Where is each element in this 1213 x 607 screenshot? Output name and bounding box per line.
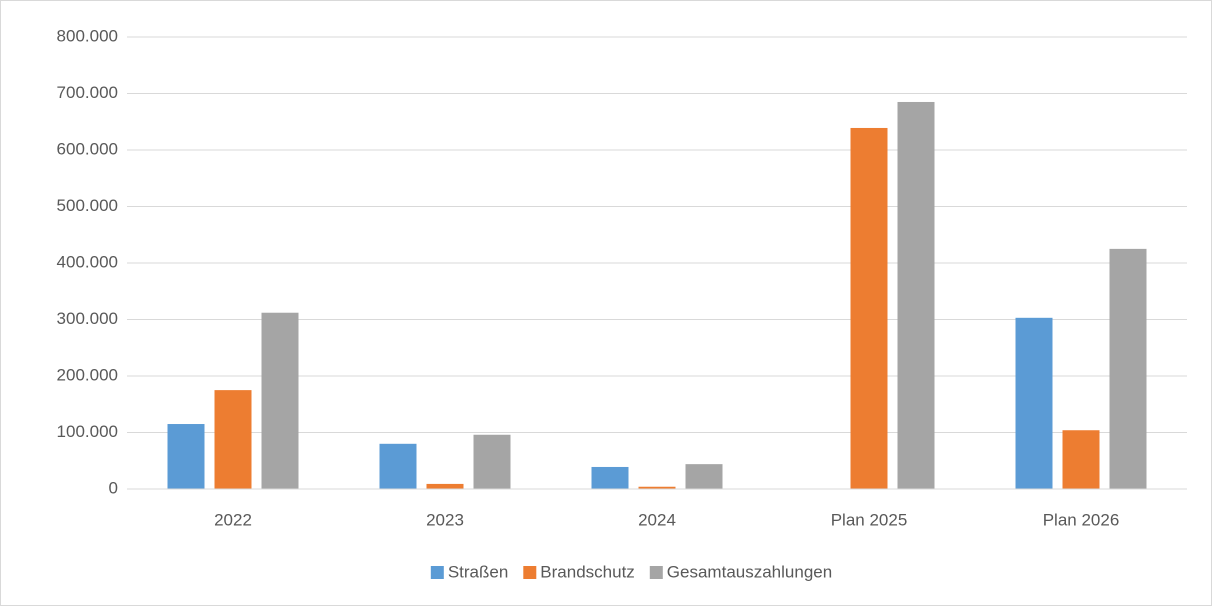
bar: [261, 312, 299, 489]
legend-label: Brandschutz: [540, 562, 635, 581]
y-tick-label: 500.000: [57, 196, 118, 215]
x-tick-label: Plan 2026: [1043, 510, 1120, 529]
legend-swatch: [649, 566, 663, 579]
bar: [1109, 248, 1147, 489]
x-tick-label: 2022: [214, 510, 252, 529]
y-tick-label: 0: [109, 478, 118, 497]
bar: [1015, 317, 1053, 489]
bar: [1062, 430, 1100, 489]
y-tick-label: 200.000: [57, 365, 118, 384]
y-tick-label: 600.000: [57, 139, 118, 158]
y-tick-label: 700.000: [57, 83, 118, 102]
y-tick-label: 100.000: [57, 422, 118, 441]
bar: [473, 434, 511, 489]
x-tick-label: 2023: [426, 510, 464, 529]
x-tick-label: 2024: [638, 510, 676, 529]
y-tick-label: 300.000: [57, 309, 118, 328]
bar: [214, 390, 252, 489]
legend-swatch: [523, 566, 537, 579]
y-tick-label: 800.000: [57, 26, 118, 45]
x-tick-label: Plan 2025: [831, 510, 908, 529]
bar: [379, 443, 417, 489]
bar: [850, 127, 888, 489]
legend-swatch: [430, 566, 444, 579]
bar: [426, 483, 464, 489]
bar: [591, 466, 629, 489]
bar: [638, 486, 676, 489]
bar: [167, 424, 205, 489]
legend-label: Gesamtauszahlungen: [667, 562, 832, 581]
bar: [685, 464, 723, 489]
legend-label: Straßen: [448, 562, 508, 581]
bar: [897, 101, 935, 489]
y-tick-label: 400.000: [57, 252, 118, 271]
